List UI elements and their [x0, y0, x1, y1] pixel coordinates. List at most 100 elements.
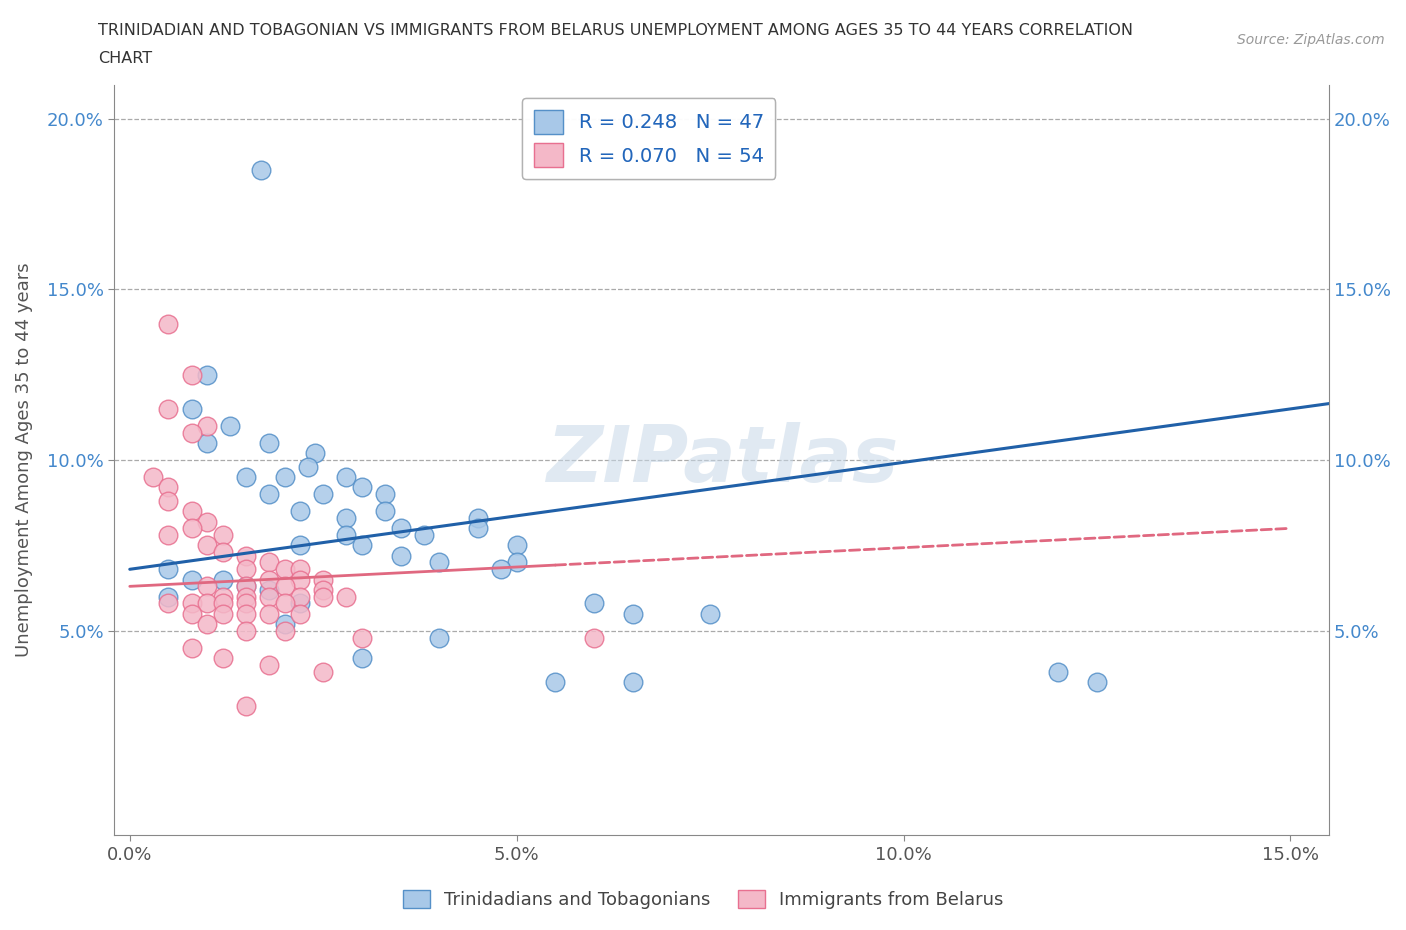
Point [235, 589, 257, 604]
Point [489, 562, 512, 577]
Point [180, 504, 202, 519]
Point [1047, 664, 1070, 679]
Y-axis label: Unemployment Among Ages 35 to 44 years: Unemployment Among Ages 35 to 44 years [15, 263, 32, 658]
Point [235, 548, 257, 563]
Point [427, 555, 450, 570]
Point [335, 470, 357, 485]
Point [374, 504, 396, 519]
Point [157, 494, 180, 509]
Point [312, 664, 335, 679]
Point [312, 589, 335, 604]
Point [427, 631, 450, 645]
Point [374, 486, 396, 501]
Point [257, 555, 280, 570]
Point [1085, 674, 1108, 689]
Point [583, 631, 606, 645]
Point [195, 514, 218, 529]
Point [235, 596, 257, 611]
Point [211, 572, 233, 587]
Point [157, 589, 180, 604]
Point [304, 445, 326, 460]
Point [273, 562, 295, 577]
Point [195, 596, 218, 611]
Point [195, 418, 218, 433]
Point [544, 674, 567, 689]
Point [288, 589, 311, 604]
Point [335, 589, 357, 604]
Point [273, 617, 295, 631]
Point [219, 418, 242, 433]
Point [273, 578, 295, 593]
Point [180, 521, 202, 536]
Point [257, 572, 280, 587]
Point [211, 545, 233, 560]
Point [211, 606, 233, 621]
Point [195, 578, 218, 593]
Point [335, 527, 357, 542]
Point [312, 572, 335, 587]
Point [180, 572, 202, 587]
Point [195, 617, 218, 631]
Point [250, 163, 273, 178]
Point [257, 658, 280, 672]
Point [505, 538, 527, 552]
Point [211, 527, 233, 542]
Point [312, 486, 335, 501]
Point [467, 511, 489, 525]
Point [350, 480, 373, 495]
Text: CHART: CHART [98, 51, 152, 66]
Point [288, 538, 311, 552]
Point [288, 606, 311, 621]
Point [257, 582, 280, 597]
Point [157, 562, 180, 577]
Text: Source: ZipAtlas.com: Source: ZipAtlas.com [1237, 33, 1385, 46]
Point [312, 582, 335, 597]
Point [195, 538, 218, 552]
Point [157, 596, 180, 611]
Point [288, 562, 311, 577]
Point [157, 316, 180, 331]
Point [350, 538, 373, 552]
Point [412, 527, 434, 542]
Point [621, 606, 644, 621]
Point [350, 631, 373, 645]
Point [180, 606, 202, 621]
Point [211, 589, 233, 604]
Point [273, 623, 295, 638]
Point [180, 596, 202, 611]
Point [273, 596, 295, 611]
Point [389, 521, 412, 536]
Point [257, 589, 280, 604]
Point [235, 606, 257, 621]
Point [297, 459, 319, 474]
Point [288, 596, 311, 611]
Point [142, 470, 165, 485]
Point [211, 596, 233, 611]
Point [180, 641, 202, 656]
Point [180, 425, 202, 440]
Point [389, 548, 412, 563]
Point [467, 521, 489, 536]
Text: TRINIDADIAN AND TOBAGONIAN VS IMMIGRANTS FROM BELARUS UNEMPLOYMENT AMONG AGES 35: TRINIDADIAN AND TOBAGONIAN VS IMMIGRANTS… [98, 23, 1133, 38]
Point [350, 651, 373, 666]
Point [211, 651, 233, 666]
Point [505, 555, 527, 570]
Point [235, 562, 257, 577]
Legend: R = 0.248   N = 47, R = 0.070   N = 54: R = 0.248 N = 47, R = 0.070 N = 54 [522, 99, 776, 179]
Point [180, 402, 202, 417]
Point [235, 470, 257, 485]
Point [235, 698, 257, 713]
Legend: Trinidadians and Tobagonians, Immigrants from Belarus: Trinidadians and Tobagonians, Immigrants… [395, 883, 1011, 916]
Point [180, 367, 202, 382]
Point [257, 435, 280, 450]
Point [157, 402, 180, 417]
Point [699, 606, 721, 621]
Point [157, 480, 180, 495]
Point [257, 606, 280, 621]
Point [157, 527, 180, 542]
Point [288, 504, 311, 519]
Point [288, 572, 311, 587]
Point [257, 486, 280, 501]
Point [235, 578, 257, 593]
Point [235, 578, 257, 593]
